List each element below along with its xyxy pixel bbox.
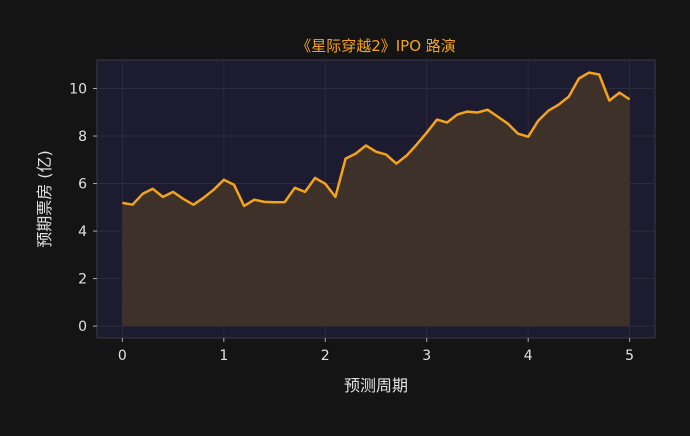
series-area xyxy=(122,72,630,327)
chart-title: 《星际穿越2》IPO 路演 xyxy=(296,37,456,55)
x-tick-label: 3 xyxy=(422,348,431,364)
y-tick-label: 8 xyxy=(78,129,87,145)
x-tick-label: 1 xyxy=(219,348,228,364)
x-tick-label: 5 xyxy=(625,348,634,364)
y-tick-label: 10 xyxy=(69,82,87,98)
y-tick-label: 6 xyxy=(78,177,87,193)
x-axis: 0 1 2 3 4 5 xyxy=(118,338,634,364)
x-axis-label: 预测周期 xyxy=(344,376,408,395)
x-tick-label: 0 xyxy=(118,348,127,364)
y-axis: 0 2 4 6 8 10 xyxy=(69,82,97,335)
y-tick-label: 4 xyxy=(78,224,87,240)
y-tick-label: 0 xyxy=(78,319,87,335)
x-tick-label: 2 xyxy=(321,348,330,364)
series-line xyxy=(122,71,631,208)
y-axis-label: 预期票房 (亿) xyxy=(35,150,54,248)
x-tick-label: 4 xyxy=(524,348,533,364)
y-tick-label: 2 xyxy=(78,272,87,288)
